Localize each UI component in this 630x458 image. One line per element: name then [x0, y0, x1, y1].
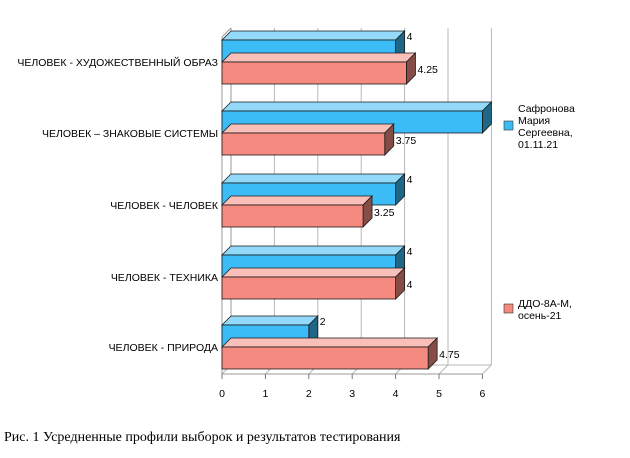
legend-text: Мария	[518, 115, 550, 127]
bar-front	[221, 346, 429, 370]
category-label: ЧЕЛОВЕК - ХУДОЖЕСТВЕННЫЙ ОБРАЗ	[17, 56, 218, 69]
legend-swatch	[503, 303, 514, 314]
bar-series-2	[221, 52, 417, 85]
x-tick-label: 6	[479, 388, 485, 400]
x-tick-label: 0	[219, 388, 225, 400]
x-tick-label: 2	[306, 388, 312, 400]
wall-top-edge	[221, 27, 232, 38]
category-label: ЧЕЛОВЕК - ТЕХНИКА	[111, 272, 218, 284]
x-tick-label: 3	[349, 388, 355, 400]
bar-series-2	[221, 337, 439, 370]
bars	[221, 30, 493, 370]
data-label: 4	[407, 174, 413, 186]
chart: 0 1 2 3 4 5 6 4 4.25 ЧЕЛОВЕК - ХУДОЖЕСТВЕННЫЙ ОБР…	[17, 27, 575, 400]
bar-series-2	[221, 123, 395, 156]
data-label: 2	[320, 316, 326, 328]
data-label: 4	[407, 279, 413, 291]
bar-top	[221, 52, 417, 63]
bar-series-2	[221, 195, 374, 228]
bar-top	[221, 337, 439, 348]
bar-top	[221, 30, 406, 41]
category-label: ЧЕЛОВЕК - ЧЕЛОВЕК	[110, 200, 219, 212]
data-label: 3.25	[374, 207, 395, 219]
legend-text: осень-21	[518, 310, 562, 322]
bar-top	[221, 123, 395, 134]
bar-front	[221, 204, 364, 228]
category-label: ЧЕЛОВЕК - ПРИРОДА	[109, 342, 218, 354]
legend-item: ДДО-8А-М,осень-21	[503, 298, 572, 322]
x-tick-label: 5	[436, 388, 442, 400]
floor-gridline	[482, 364, 492, 375]
labels: 0 1 2 3 4 5 6 4 4.25 ЧЕЛОВЕК - ХУДОЖЕСТВЕННЫЙ ОБР…	[17, 31, 485, 400]
legend-text: 01.11.21	[518, 139, 558, 151]
floor-gridline	[438, 364, 449, 375]
figure-caption: Рис. 1 Усредненные профили выборок и рез…	[4, 430, 401, 445]
legend-text: Сафронова	[518, 103, 575, 115]
bar-top	[221, 101, 493, 112]
bar-top	[221, 195, 374, 206]
bar-top	[221, 173, 406, 184]
bar-front	[221, 61, 407, 85]
category-label: ЧЕЛОВЕК – ЗНАКОВЫЕ СИСТЕМЫ	[42, 128, 218, 140]
bar-series-2	[221, 267, 406, 300]
bar-front	[221, 132, 386, 156]
data-label: 4	[407, 246, 413, 258]
bar-top	[221, 315, 319, 326]
legend-swatch	[503, 120, 514, 131]
x-tick-label: 4	[393, 388, 399, 400]
data-label: 4.75	[439, 349, 460, 361]
bar-top	[221, 245, 406, 256]
bar-top	[221, 267, 406, 278]
legend-text: ДДО-8А-М,	[518, 298, 572, 310]
data-label: 4.25	[417, 64, 438, 76]
data-label: 3.75	[396, 135, 417, 147]
bar-front	[221, 276, 397, 300]
legend-text: Сергеевна,	[518, 127, 573, 139]
x-tick-label: 1	[262, 388, 268, 400]
data-label: 4	[407, 31, 413, 43]
